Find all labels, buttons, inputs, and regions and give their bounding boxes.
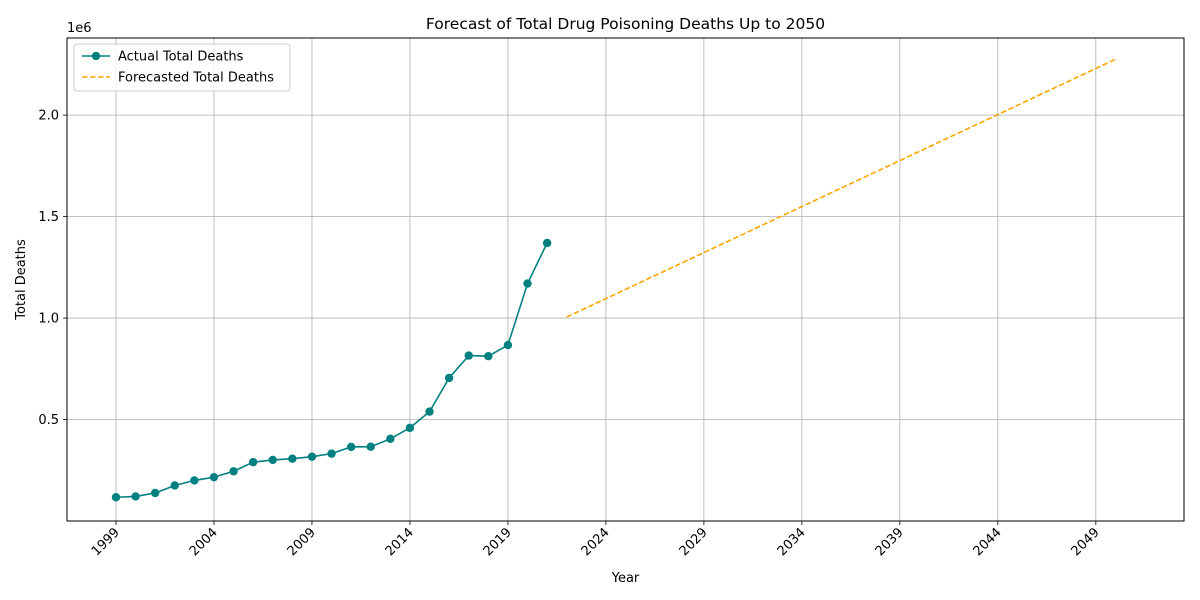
y-axis-offset-label: 1e6 <box>67 21 92 36</box>
x-tick-label: 2009 <box>285 525 319 559</box>
data-point <box>111 493 121 502</box>
y-tick-label: 0.5 <box>38 413 59 428</box>
x-tick-label: 2019 <box>481 525 515 559</box>
data-point <box>190 476 199 485</box>
data-point <box>307 452 317 461</box>
data-point <box>327 449 336 458</box>
data-point <box>464 351 473 360</box>
x-tick-label: 2014 <box>383 525 417 559</box>
data-point <box>170 481 179 490</box>
data-point <box>425 407 434 416</box>
series-line-actual <box>115 242 548 499</box>
y-tick-label: 1.0 <box>38 312 59 327</box>
x-tick-label: 2039 <box>873 525 907 559</box>
x-tick-label: 2029 <box>677 525 711 559</box>
x-tick-label: 2024 <box>579 525 613 559</box>
legend-label-forecast: Forecasted Total Deaths <box>118 71 274 86</box>
data-point <box>484 352 493 361</box>
data-point <box>268 455 277 465</box>
data-point <box>523 279 532 288</box>
x-tick-label: 2034 <box>775 525 809 559</box>
data-point <box>150 488 160 498</box>
x-tick-label: 2049 <box>1069 525 1103 559</box>
data-point <box>503 340 513 350</box>
data-point <box>405 423 415 433</box>
legend: Actual Total Deaths Forecasted Total Dea… <box>73 43 291 92</box>
data-point <box>131 492 140 501</box>
axis-ticks: 1999 2004 2009 2014 2019 2024 2029 2034 2039 2044… <box>38 109 1102 560</box>
data-point <box>248 457 258 467</box>
y-axis-label: Total Deaths <box>14 239 29 321</box>
x-tick-label: 2004 <box>187 525 221 559</box>
plot-area-frame <box>66 37 1185 522</box>
data-point <box>229 467 238 476</box>
data-point <box>209 472 219 482</box>
data-point <box>386 434 395 444</box>
y-tick-label: 1.5 <box>38 210 59 225</box>
data-point <box>346 442 356 452</box>
series-group <box>111 58 1116 502</box>
legend-box <box>73 43 291 92</box>
series-line-forecast <box>566 58 1116 318</box>
x-tick-label: 1999 <box>89 525 123 559</box>
data-point <box>366 442 375 451</box>
chart-title: Forecast of Total Drug Poisoning Deaths … <box>426 15 825 33</box>
legend-label-actual: Actual Total Deaths <box>118 50 244 65</box>
y-tick-label: 2.0 <box>38 109 59 124</box>
data-point <box>542 238 552 248</box>
data-point <box>288 454 297 463</box>
legend-swatch-actual-marker <box>91 51 101 61</box>
x-axis-label: Year <box>611 571 640 586</box>
data-point <box>444 373 454 383</box>
grid-lines <box>67 38 1184 521</box>
x-tick-label: 2044 <box>971 525 1005 559</box>
